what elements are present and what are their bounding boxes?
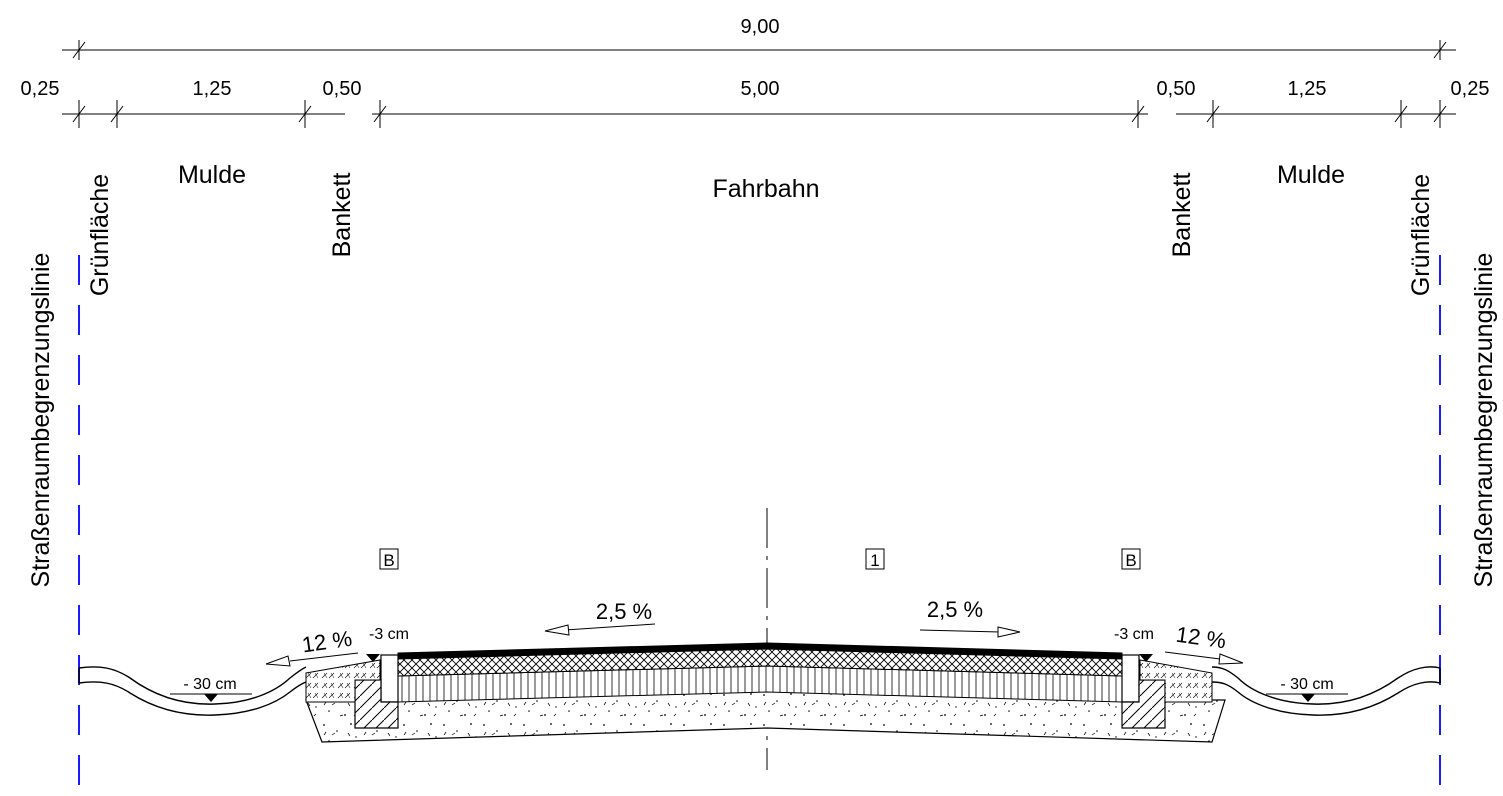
zone-right-boundary: Straßenraumbegrenzungslinie <box>1470 253 1498 588</box>
zone-fahrbahn: Fahrbahn <box>712 175 819 203</box>
level-markers: - 30 cm - 30 cm -3 cm -3 cm <box>170 626 1348 702</box>
left-ditch-top <box>78 666 307 705</box>
zone-left-boundary: Straßenraumbegrenzungslinie <box>27 253 55 588</box>
dim-right-edge: 0,25 <box>1451 78 1490 100</box>
right-bankett-fill <box>1139 659 1213 703</box>
left-ditch-depth: - 30 cm <box>183 676 236 693</box>
road-structure <box>78 642 1441 743</box>
zone-right-green: Grünfläche <box>1407 174 1435 296</box>
marker-right-label: B <box>1125 551 1136 570</box>
marker-boxes: B 1 B <box>379 548 1141 570</box>
left-shoulder-slope: 12 % <box>300 626 353 658</box>
marker-left-label: B <box>383 551 394 570</box>
right-carriageway-arrow-head <box>997 626 1021 638</box>
total-dim-tick-right <box>1433 41 1447 59</box>
left-carriageway-arrow-head <box>544 624 570 636</box>
sub-dim-ticks <box>72 100 1447 128</box>
left-edge-drop: -3 cm <box>369 626 409 643</box>
right-ditch-top <box>1211 666 1441 705</box>
dim-total: 9,00 <box>741 16 780 38</box>
right-ditch-bottom <box>1211 681 1441 716</box>
slope-arrows <box>265 623 1244 667</box>
dim-fahrbahn: 5,00 <box>741 78 780 100</box>
dim-right-bankett: 0,50 <box>1157 78 1196 100</box>
zone-left-green: Grünfläche <box>86 174 114 296</box>
total-dim-tick-left <box>72 41 86 59</box>
left-curb <box>380 654 399 703</box>
right-shoulder-arrow-head <box>1218 653 1244 665</box>
zone-labels: Mulde Fahrbahn Mulde Straßenraumbegrenzu… <box>27 161 1498 587</box>
left-curb-foundation <box>354 679 399 729</box>
zone-right-mulde: Mulde <box>1277 161 1345 189</box>
right-ditch-level-triangle <box>1301 694 1315 702</box>
right-curb <box>1121 654 1140 703</box>
marker-box-left <box>379 548 399 570</box>
right-edge-drop: -3 cm <box>1114 626 1154 643</box>
left-ditch-bottom <box>78 681 307 716</box>
dim-left-bankett: 0,50 <box>323 78 362 100</box>
right-shoulder-arrow-shaft <box>1164 651 1221 660</box>
zone-left-bankett: Bankett <box>328 173 356 258</box>
dim-left-edge: 0,25 <box>21 78 60 100</box>
right-carriageway-arrow-shaft <box>919 629 1001 633</box>
left-carriageway-arrow-shaft <box>564 623 656 631</box>
zone-left-mulde: Mulde <box>178 161 246 189</box>
marker-center-label: 1 <box>870 551 879 570</box>
right-shoulder-slope: 12 % <box>1174 622 1227 654</box>
marker-box-right <box>1121 548 1141 570</box>
dimension-chain <box>62 40 1456 128</box>
left-shoulder-arrow-head <box>265 655 291 667</box>
right-carriageway-slope: 2,5 % <box>927 597 983 622</box>
zone-right-bankett: Bankett <box>1168 173 1196 258</box>
right-ditch-depth: - 30 cm <box>1280 676 1333 693</box>
left-edge-level-triangle <box>366 654 380 662</box>
dim-left-mulde: 1,25 <box>193 78 232 100</box>
left-bankett-fill <box>305 659 381 703</box>
left-ditch-level-triangle <box>204 694 218 702</box>
marker-box-center <box>865 548 885 570</box>
right-edge-level-triangle <box>1139 654 1153 662</box>
dimension-labels: 9,00 0,25 1,25 0,50 5,00 0,50 1,25 0,25 <box>21 16 1490 100</box>
left-carriageway-slope: 2,5 % <box>596 599 652 624</box>
dim-right-mulde: 1,25 <box>1288 78 1327 100</box>
left-shoulder-arrow-shaft <box>289 652 359 662</box>
